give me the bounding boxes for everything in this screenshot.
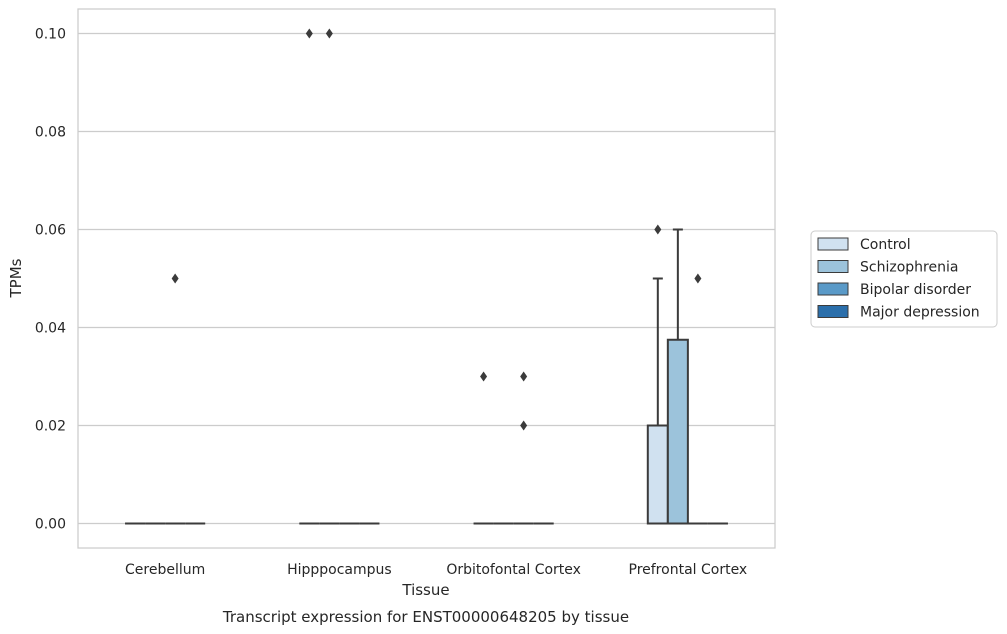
x-tick-label: Hipppocampus: [287, 562, 392, 578]
legend-label: Major depression: [860, 305, 980, 321]
legend-swatch: [817, 305, 849, 318]
box-body: [646, 424, 669, 525]
y-tick-label: 0.08: [35, 125, 66, 141]
x-tick-labels: Cerebellum Hipppocampus Orbitofontal Corte…: [125, 562, 747, 578]
y-tick-label: 0.10: [35, 27, 66, 43]
outlier-point: [171, 273, 179, 284]
box-0-3: [646, 277, 669, 525]
outlier-point: [520, 371, 528, 382]
x-tick-label: Prefrontal Cortex: [629, 562, 748, 578]
legend-frame: [810, 230, 998, 328]
plot-frame: [77, 8, 776, 549]
outlier-points: [171, 28, 702, 431]
legend-swatch: [817, 282, 849, 296]
legend-label: Control: [860, 237, 911, 253]
y-tick-labels: 0.00 0.02 0.04 0.06 0.08 0.10: [35, 27, 66, 533]
outlier-point: [325, 28, 333, 39]
x-tick-label: Cerebellum: [125, 562, 205, 578]
outlier-point: [654, 224, 662, 235]
legend-swatch: [817, 260, 849, 273]
legend-label: Schizophrenia: [860, 260, 958, 276]
y-tick-label: 0.02: [35, 419, 66, 435]
chart-caption: Transcript expression for ENST0000064820…: [222, 608, 629, 626]
outlier-point: [480, 371, 488, 382]
y-tick-label: 0.04: [35, 321, 66, 337]
legend-swatch: [817, 237, 849, 251]
y-tick-label: 0.00: [35, 517, 66, 533]
outlier-point: [305, 28, 313, 39]
outlier-point: [694, 273, 702, 284]
y-axis-label: TPMs: [7, 258, 25, 298]
legend: Control Schizophrenia Bipolar disorder Majo…: [810, 230, 998, 328]
x-tick-label: Orbitofontal Cortex: [446, 562, 581, 578]
box-1-3: [666, 228, 689, 525]
box-series: [125, 228, 728, 525]
legend-label: Bipolar disorder: [860, 282, 971, 298]
outlier-point: [520, 420, 528, 431]
y-tick-label: 0.06: [35, 223, 66, 239]
x-axis-label: Tissue: [401, 581, 449, 599]
box-body: [666, 338, 689, 525]
